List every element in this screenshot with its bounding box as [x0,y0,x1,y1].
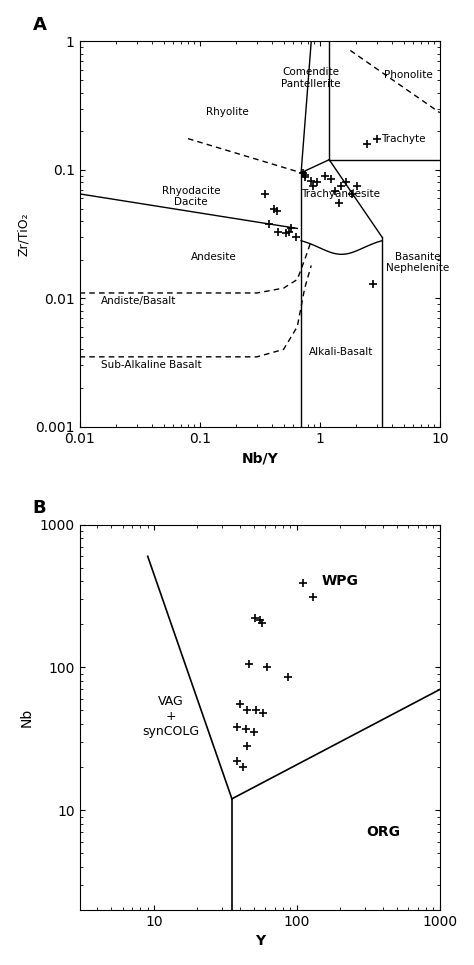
Text: Sub-Alkaline Basalt: Sub-Alkaline Basalt [101,361,201,371]
Text: A: A [33,15,46,34]
Text: WPG: WPG [321,574,358,589]
Text: Alkali-Basalt: Alkali-Basalt [309,347,373,357]
X-axis label: Y: Y [255,934,265,949]
Y-axis label: Nb: Nb [20,707,34,727]
Text: VAG
+
synCOLG: VAG + synCOLG [142,696,199,738]
Text: Andiste/Basalt: Andiste/Basalt [101,296,176,306]
Text: ORG: ORG [366,825,400,840]
Text: Phonolite: Phonolite [384,69,433,80]
Y-axis label: Zr/TiO₂: Zr/TiO₂ [17,212,30,256]
Text: B: B [33,499,46,517]
Text: Basanite
Nephelenite: Basanite Nephelenite [386,252,449,273]
Text: Trachyandesite: Trachyandesite [301,189,380,199]
Text: Rhyodacite
Dacite: Rhyodacite Dacite [162,185,220,207]
X-axis label: Nb/Y: Nb/Y [241,452,278,465]
Text: Comendite
Pantellerite: Comendite Pantellerite [282,68,341,89]
Text: Rhyolite: Rhyolite [206,107,249,118]
Text: Trachyte: Trachyte [382,133,426,144]
Text: Andesite: Andesite [191,252,236,262]
